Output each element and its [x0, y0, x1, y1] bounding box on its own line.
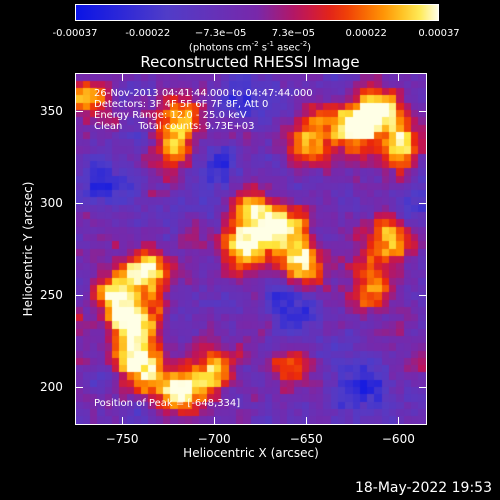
colorbar-tick-label: 7.3e−05: [271, 28, 315, 39]
info-detectors: Detectors: 3F 4F 5F 6F 7F 8F, Att 0: [94, 99, 269, 110]
y-tick-mark: [419, 387, 426, 389]
y-tick-mark: [419, 202, 426, 204]
info-total-counts: Clean Total counts: 9.73E+03: [94, 121, 255, 132]
x-tick-label: −750: [105, 432, 139, 446]
x-tick-label: −650: [289, 432, 323, 446]
y-axis-label: Heliocentric Y (arcsec): [21, 181, 36, 317]
x-axis-label: Heliocentric X (arcsec): [183, 446, 319, 460]
y-tick-mark: [76, 110, 83, 112]
x-tick-mark: [214, 74, 216, 81]
x-tick-mark: [398, 417, 400, 424]
heatmap-image: [76, 74, 426, 424]
colorbar-tick-label: −7.3e−05: [194, 28, 247, 39]
x-tick-label: −600: [381, 432, 415, 446]
x-tick-mark: [122, 74, 124, 81]
y-tick-mark: [76, 202, 83, 204]
colorbar-tick-label: -0.00037: [52, 28, 98, 39]
y-tick-mark: [76, 295, 83, 297]
x-tick-mark: [122, 417, 124, 424]
peak-position: Position of Peak = [-648,334]: [94, 398, 241, 409]
x-tick-mark: [214, 417, 216, 424]
y-tick-label: 200: [40, 380, 63, 395]
x-tick-mark: [398, 74, 400, 81]
x-tick-mark: [306, 74, 308, 81]
plot-area: 26-Nov-2013 04:41:44.000 to 04:47:44.000…: [75, 73, 427, 425]
colorbar-tick-label: 0.00022: [345, 28, 387, 39]
plot-title: Reconstructed RHESSI Image: [140, 53, 360, 71]
colorbar: [75, 4, 439, 21]
x-tick-mark: [306, 417, 308, 424]
info-time-range: 26-Nov-2013 04:41:44.000 to 04:47:44.000: [94, 88, 313, 99]
y-tick-label: 300: [40, 195, 63, 210]
timestamp: 18-May-2022 19:53: [354, 480, 492, 496]
y-tick-mark: [76, 387, 83, 389]
colorbar-tick-label: 0.00037: [418, 28, 460, 39]
y-tick-mark: [419, 295, 426, 297]
y-tick-label: 250: [40, 288, 63, 303]
y-tick-label: 350: [40, 103, 63, 118]
colorbar-tick-label: -0.00022: [125, 28, 171, 39]
colorbar-units: (photons cm-2 s-1 asec-2): [188, 40, 312, 54]
y-tick-mark: [419, 110, 426, 112]
info-energy-range: Energy Range: 12.0 - 25.0 keV: [94, 110, 247, 121]
x-tick-label: −700: [197, 432, 231, 446]
